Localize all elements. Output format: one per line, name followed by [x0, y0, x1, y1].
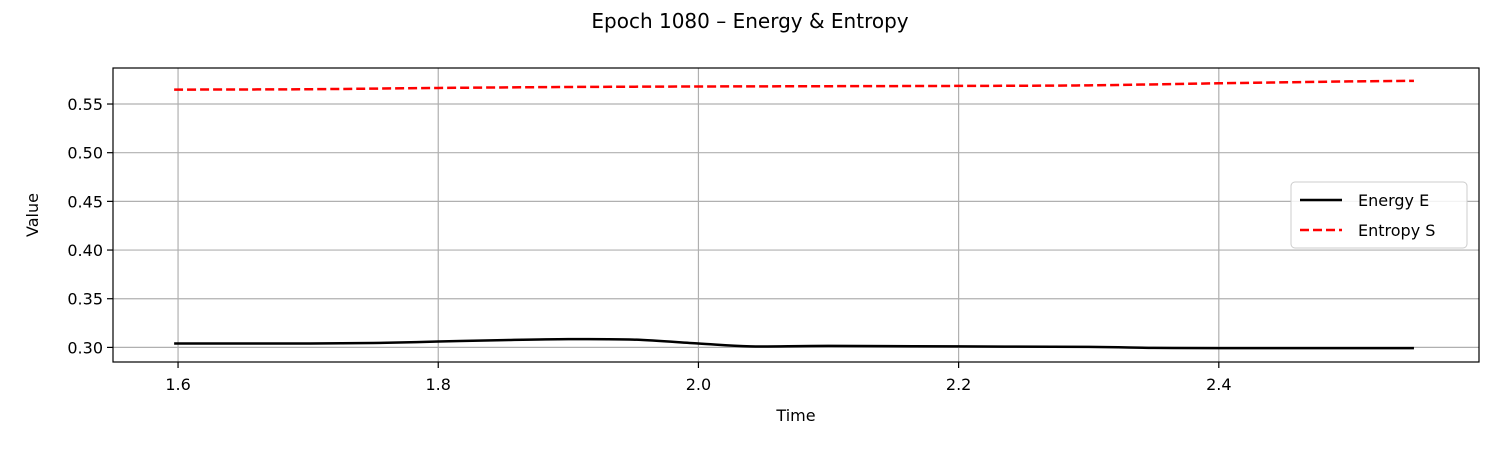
- grid: [113, 68, 1479, 362]
- chart-title: Epoch 1080 – Energy & Entropy: [591, 9, 908, 33]
- y-tick-label: 0.30: [67, 338, 103, 357]
- x-tick-label: 1.6: [165, 375, 190, 394]
- legend-box: [1290, 181, 1468, 249]
- plot-frame: [112, 67, 1480, 363]
- y-tick-label: 0.55: [67, 95, 103, 114]
- x-tick-label: 2.2: [946, 375, 971, 394]
- y-tick-label: 0.50: [67, 144, 103, 163]
- x-tick-label: 1.8: [426, 375, 451, 394]
- series-line-0: [174, 337, 1414, 350]
- series-line-1: [174, 79, 1414, 91]
- legend-label-1: Entropy S: [1358, 221, 1435, 240]
- x-tick-label: 2.4: [1206, 375, 1231, 394]
- y-tick-label: 0.45: [67, 192, 103, 211]
- legend-label-0: Energy E: [1358, 191, 1429, 210]
- y-tick-label: 0.35: [67, 290, 103, 309]
- y-tick-label: 0.40: [67, 241, 103, 260]
- y-axis-label: Value: [23, 193, 42, 237]
- x-tick-label: 2.0: [686, 375, 711, 394]
- series-layer: [174, 79, 1414, 350]
- legend: Energy E Entropy S: [1290, 181, 1468, 249]
- x-axis-label: Time: [775, 406, 815, 425]
- ticks: 1.6 1.8 2.0 2.2 2.4 0.30 0.35 0.40 0.45 0.50 0.55: [67, 95, 1231, 394]
